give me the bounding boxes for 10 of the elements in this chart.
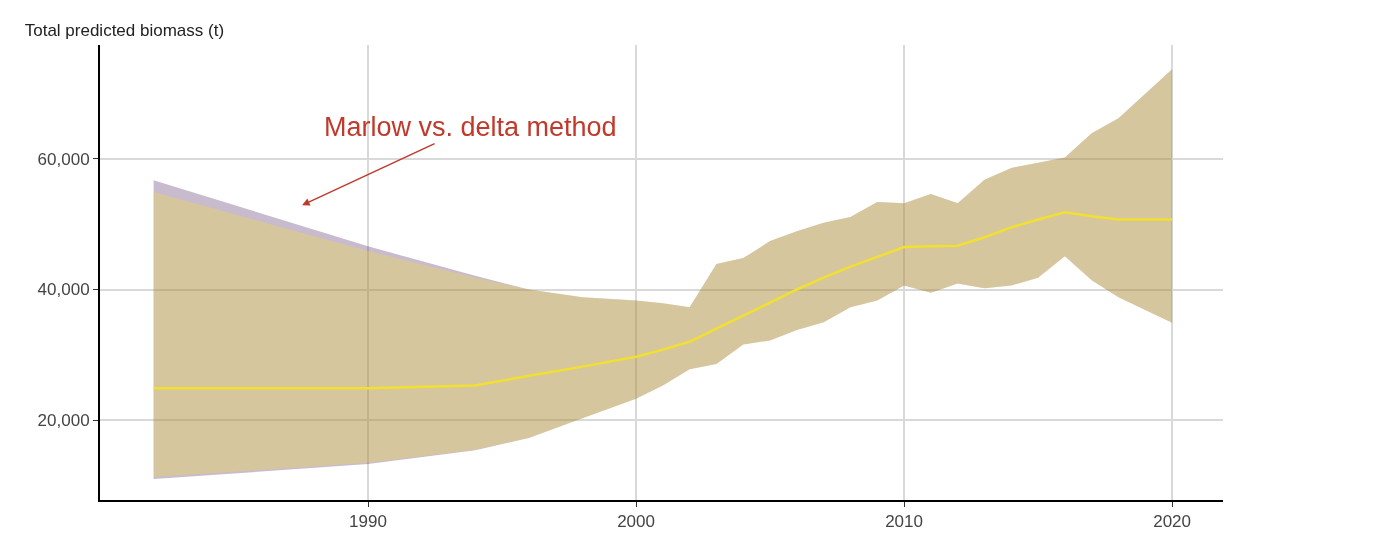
x-tick-label: 2010: [885, 512, 923, 532]
line-series: [152, 211, 1174, 390]
annotation: Marlow vs. delta method: [324, 112, 617, 142]
x-tick-label: 2020: [1153, 512, 1191, 532]
y-tick-label: 20,000: [37, 411, 90, 431]
y-tick-label: 60,000: [37, 149, 90, 169]
y-tick-label: 40,000: [37, 280, 90, 300]
x-tick-label: 2000: [617, 512, 655, 532]
chart-title: Total predicted biomass (t): [24, 21, 225, 41]
x-tick-label: 1990: [349, 512, 387, 532]
